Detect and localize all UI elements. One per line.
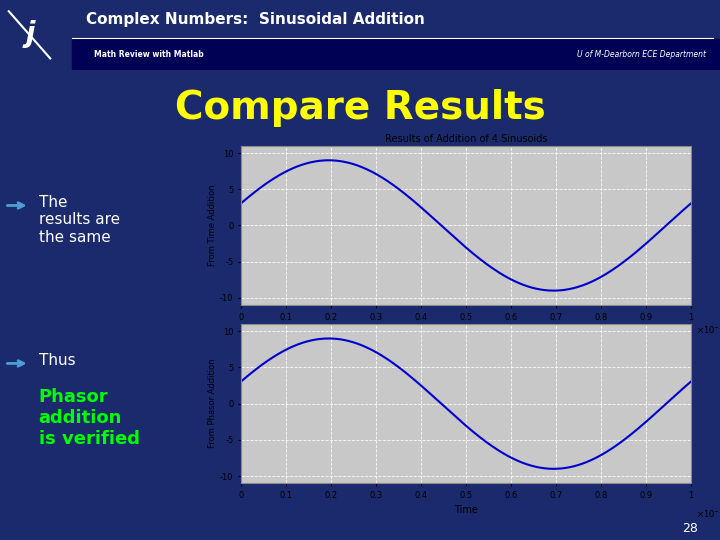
- Y-axis label: From Time Addition: From Time Addition: [208, 185, 217, 266]
- Text: U of M-Dearborn ECE Department: U of M-Dearborn ECE Department: [577, 50, 706, 59]
- Text: $\times 10^{-3}$: $\times 10^{-3}$: [696, 508, 720, 521]
- Text: $\times 10^{-3}$: $\times 10^{-3}$: [696, 323, 720, 336]
- Text: The
results are
the same: The results are the same: [39, 195, 120, 245]
- Text: j: j: [26, 19, 35, 48]
- Title: Results of Addition of 4 Sinusoids: Results of Addition of 4 Sinusoids: [385, 133, 547, 144]
- Text: 28: 28: [683, 522, 698, 535]
- X-axis label: Time: Time: [454, 505, 478, 516]
- X-axis label: Time: Time: [454, 327, 478, 338]
- Text: Math Review with Matlab: Math Review with Matlab: [94, 50, 203, 59]
- Text: Thus: Thus: [39, 353, 75, 368]
- Y-axis label: From Phasor Addition: From Phasor Addition: [208, 359, 217, 448]
- Text: Complex Numbers:  Sinusoidal Addition: Complex Numbers: Sinusoidal Addition: [86, 12, 426, 27]
- Text: Phasor
addition
is verified: Phasor addition is verified: [39, 388, 140, 448]
- Bar: [72, 39, 720, 70]
- Text: Compare Results: Compare Results: [175, 89, 545, 127]
